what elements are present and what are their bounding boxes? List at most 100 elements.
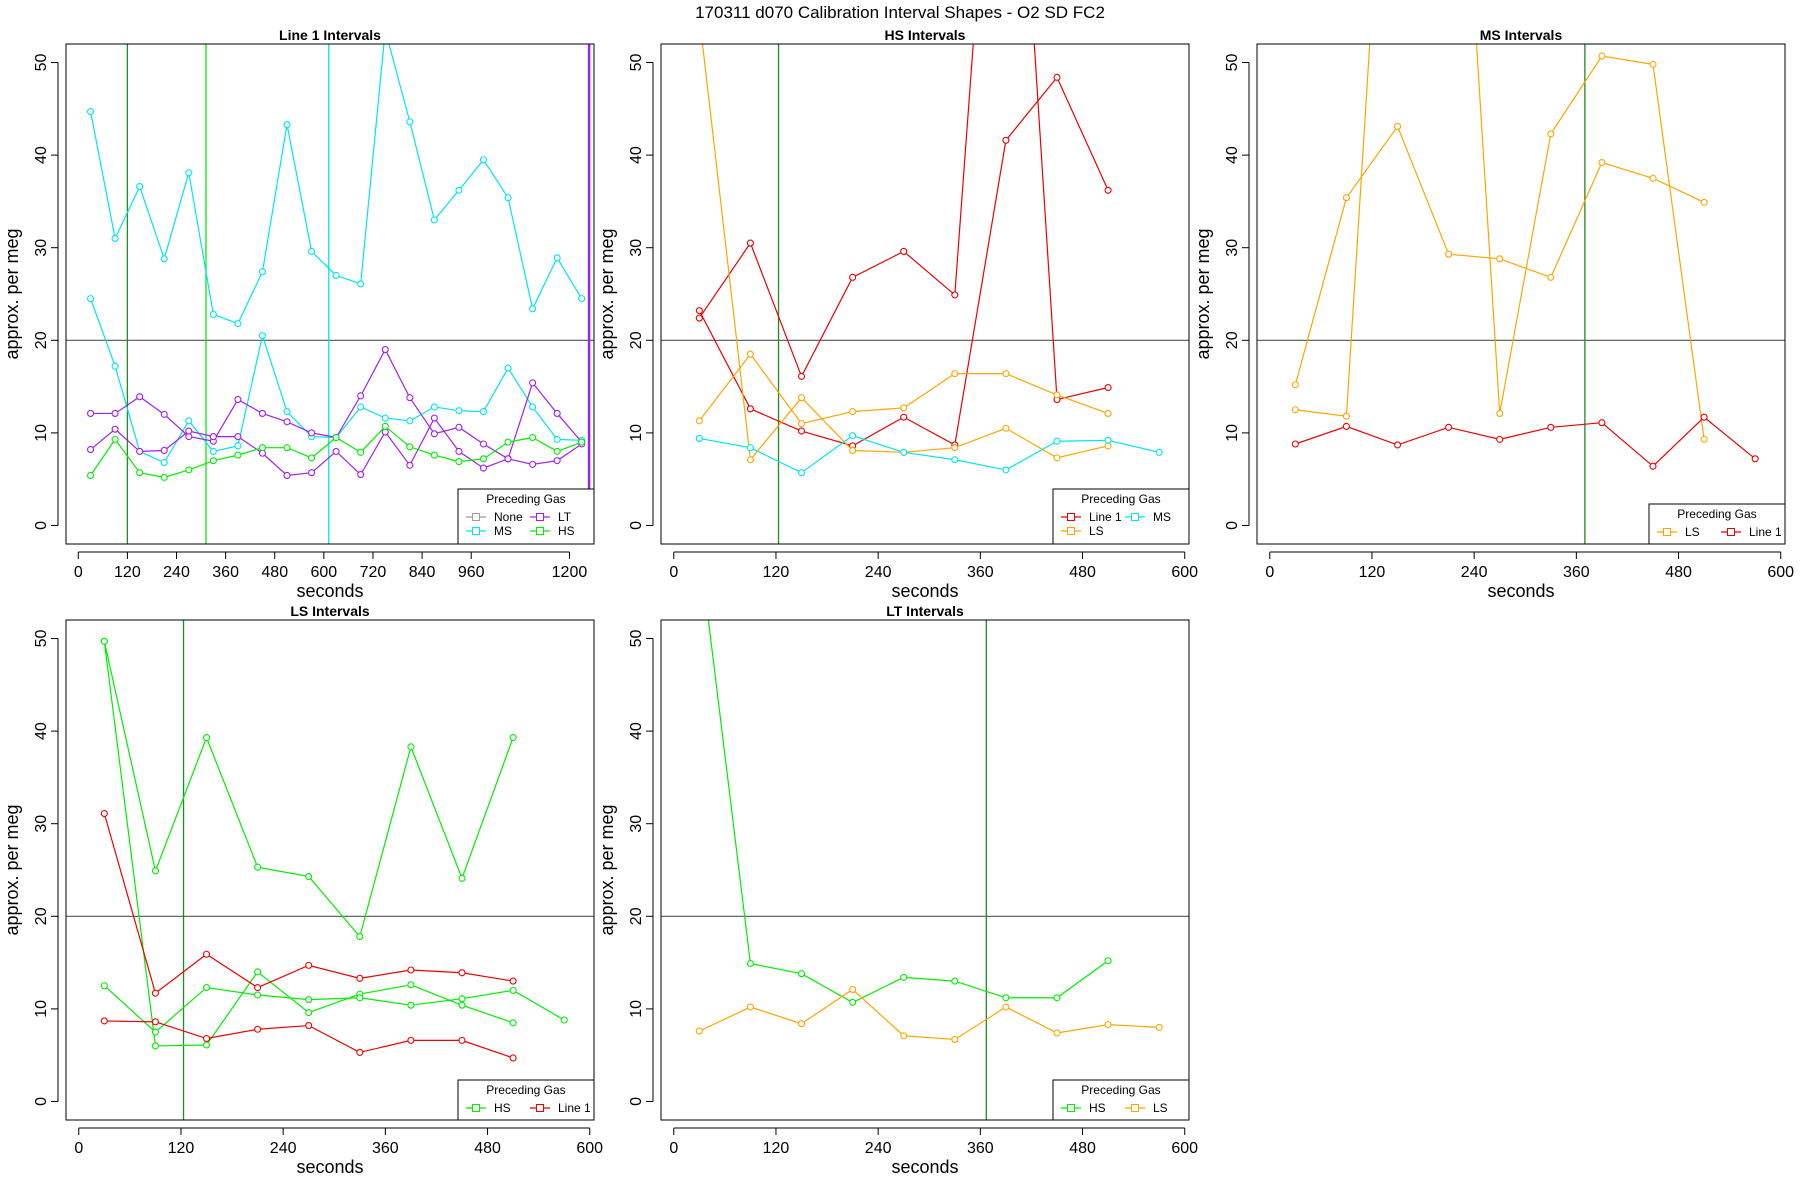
x-tick-label: 360 [212, 564, 239, 581]
x-tick-label: 240 [865, 564, 892, 581]
x-tick-label: 840 [409, 564, 436, 581]
x-tick-label: 480 [474, 1140, 501, 1157]
data-point-hs [305, 996, 313, 1004]
data-point-hs [356, 933, 364, 941]
x-tick-label: 120 [1359, 564, 1386, 581]
data-point-ms [332, 271, 340, 280]
panel-title: LT Intervals [886, 603, 964, 619]
data-point-line-1 [356, 1048, 364, 1056]
legend: Preceding Gas LS Line 1 [1648, 503, 1786, 545]
x-tick-label: 240 [270, 1140, 297, 1157]
x-tick-label: 600 [576, 1140, 603, 1157]
legend-label-hs: HS [494, 1101, 511, 1115]
data-point-hs [458, 1001, 466, 1009]
x-axis-label: seconds [1487, 581, 1554, 601]
y-tick-label: 10 [1224, 424, 1241, 442]
series-line-ms [89, 44, 583, 325]
chart-panel-0: Line 1 Intervals 0 10 20 30 40 50 approx. per m… [2, 27, 595, 601]
data-point-lt [234, 433, 242, 441]
x-tick-label: 0 [1265, 564, 1274, 581]
data-point-line-1 [746, 239, 754, 247]
data-point-line-1 [1342, 422, 1350, 430]
data-point-hs [254, 968, 262, 976]
data-point-ls [1700, 435, 1708, 443]
data-point-ls [695, 1027, 703, 1035]
data-point-line-1 [951, 291, 959, 299]
data-point-line-1 [1291, 440, 1299, 448]
data-point-hs [87, 471, 95, 480]
data-point-ls [1002, 1003, 1010, 1011]
legend: Preceding Gas Line 1 MS LS [1052, 488, 1190, 545]
data-point-ls [1496, 255, 1504, 263]
data-point-lt [406, 394, 414, 402]
data-point-ls [797, 1020, 806, 1028]
data-point-lt [87, 409, 95, 417]
x-tick-label: 120 [168, 1140, 195, 1157]
data-point-line-1 [100, 1017, 108, 1025]
data-point-lt [283, 471, 291, 480]
legend-marker-ls [1131, 1104, 1139, 1112]
chart-panel-3: LS Intervals 0 10 20 30 40 50 approx. per meg 0 1… [2, 603, 603, 1177]
data-point-ms [455, 407, 463, 415]
data-point-lt [455, 447, 463, 455]
y-tick-label: 50 [1224, 54, 1241, 72]
series-line-hs [103, 641, 514, 938]
data-point-hs [1002, 994, 1010, 1002]
data-point-hs [100, 982, 108, 990]
y-tick-label: 0 [1224, 521, 1241, 530]
data-point-hs [202, 1041, 211, 1049]
data-point-ms [797, 469, 806, 477]
data-point-line-1 [1393, 441, 1402, 449]
data-point-hs [458, 874, 466, 882]
x-axis-label: seconds [296, 581, 363, 601]
legend-marker-lt [536, 513, 544, 521]
y-axis-label: approx. per meg [1193, 228, 1213, 359]
legend-title: Preceding Gas [1677, 507, 1756, 521]
data-point-lt [209, 433, 217, 441]
y-tick-label: 0 [628, 1097, 645, 1106]
data-point-line-1 [509, 1054, 517, 1062]
data-point-line-1 [1598, 419, 1606, 427]
legend-label-line-1: Line 1 [1089, 510, 1122, 524]
y-axis-label: approx. per meg [2, 804, 22, 935]
legend-box [1052, 1079, 1190, 1121]
legend-label-lt: LT [558, 510, 572, 524]
plot-frame [660, 43, 1190, 545]
x-tick-label: 600 [1171, 1140, 1198, 1157]
x-axis-label: seconds [891, 581, 958, 601]
legend-marker-hs [536, 527, 544, 535]
data-point-line-1 [900, 413, 908, 421]
figure-title: 170311 d070 Calibration Interval Shapes … [695, 3, 1105, 22]
data-point-line-1 [1649, 462, 1657, 470]
data-point-ms [1002, 466, 1010, 474]
data-point-hs [254, 991, 262, 999]
series-line-ls [699, 988, 1160, 1041]
data-point-lt [529, 379, 537, 387]
data-point-hs [407, 743, 415, 751]
legend-marker-ls [1067, 527, 1075, 535]
panels: Line 1 Intervals 0 10 20 30 40 50 approx. per m… [2, 27, 1794, 1177]
data-point-hs [509, 1019, 517, 1027]
data-point-lt [136, 447, 144, 455]
chart-panel-2: MS Intervals 0 10 20 30 40 50 approx. per meg 0 1… [1193, 27, 1794, 601]
data-point-ms [1104, 436, 1112, 444]
data-point-ls [1547, 273, 1555, 281]
data-point-hs [560, 1016, 568, 1024]
y-tick-label: 0 [33, 521, 50, 530]
data-point-ms [258, 268, 267, 276]
x-tick-label: 240 [163, 564, 190, 581]
data-point-ls [849, 985, 857, 993]
data-point-line-1 [900, 247, 908, 255]
data-point-hs [578, 438, 586, 446]
data-point-ls [746, 1003, 754, 1011]
series-line-hs [103, 985, 565, 1033]
data-point-hs [202, 734, 211, 742]
data-point-hs [407, 1001, 415, 1009]
data-point-ls [1002, 370, 1010, 378]
data-point-ms [529, 403, 537, 411]
legend-label-ms: MS [1153, 510, 1171, 524]
data-point-line-1 [695, 314, 703, 322]
legend-marker-none [472, 513, 480, 521]
data-point-lt [406, 461, 414, 469]
y-tick-label: 0 [33, 1097, 50, 1106]
